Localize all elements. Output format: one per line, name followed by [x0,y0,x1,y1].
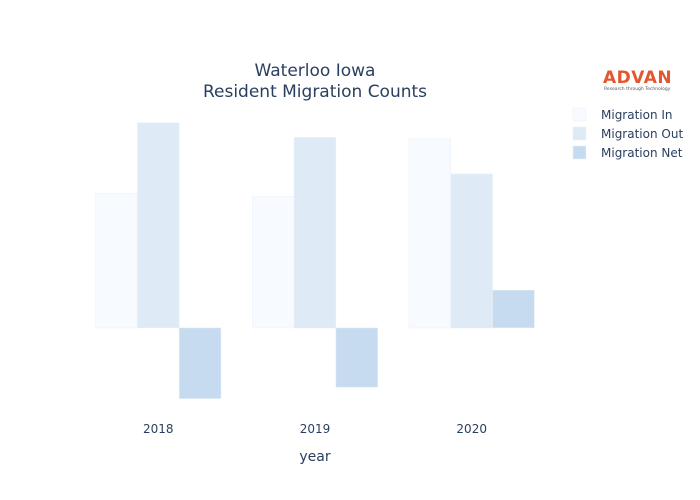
chart-title-line-1: Waterloo Iowa [255,61,376,81]
x-axis-title: year [299,449,330,465]
bar-migration-in-2018 [95,193,138,329]
bar-migration-out-2019 [293,137,337,329]
legend-label-migration-out[interactable]: Migration Out [601,127,683,141]
legend-swatch-migration-in[interactable] [572,107,587,122]
bar-migration-in-2019 [252,196,295,329]
bars [95,122,535,399]
legend: Migration In Migration Out Migration Net [572,107,683,160]
x-tick-label: 2019 [300,422,331,436]
legend-swatch-migration-net[interactable] [572,145,587,160]
x-tick-label: 2020 [456,422,487,436]
chart-title: Waterloo Iowa Resident Migration Counts [203,61,427,102]
bar-migration-out-2020 [450,173,493,329]
bar-migration-net-2018 [178,327,222,399]
logo-brand: ADVAN [603,68,672,88]
chart-title-line-2: Resident Migration Counts [203,82,427,102]
x-tick-label: 2018 [143,422,174,436]
bar-migration-out-2018 [137,122,180,329]
bar-migration-in-2020 [408,138,452,329]
bar-migration-net-2020 [492,289,535,329]
x-tick-labels: 2018 2019 2020 [143,422,487,436]
legend-label-migration-in[interactable]: Migration In [601,108,673,122]
legend-label-migration-net[interactable]: Migration Net [601,146,683,160]
logo-tagline: Research through Technology [604,86,671,92]
advan-logo: ADVAN Research through Technology [603,68,672,92]
legend-swatch-migration-out[interactable] [572,126,587,141]
bar-migration-net-2019 [335,327,378,388]
